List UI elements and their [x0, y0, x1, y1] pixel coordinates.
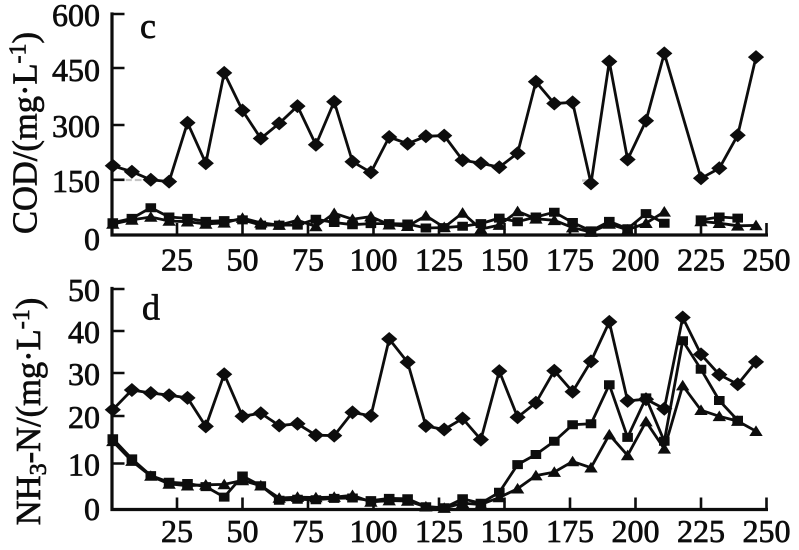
svg-text:COD/(mg·L-1): COD/(mg·L-1)	[6, 32, 45, 234]
svg-text:25: 25	[161, 513, 193, 549]
svg-text:c: c	[140, 6, 156, 46]
svg-text:300: 300	[52, 108, 100, 144]
svg-text:450: 450	[52, 52, 100, 88]
svg-text:150: 150	[481, 242, 529, 278]
svg-text:75: 75	[292, 513, 324, 549]
svg-text:100: 100	[350, 513, 398, 549]
svg-text:200: 200	[612, 242, 660, 278]
svg-text:40: 40	[68, 314, 100, 350]
svg-text:0: 0	[84, 221, 100, 257]
svg-text:0: 0	[84, 491, 100, 527]
svg-text:225: 225	[677, 513, 725, 549]
svg-text:25: 25	[161, 242, 193, 278]
svg-text:50: 50	[68, 272, 100, 308]
svg-text:100: 100	[350, 242, 398, 278]
svg-text:75: 75	[292, 242, 324, 278]
svg-text:225: 225	[677, 242, 725, 278]
svg-text:175: 175	[546, 513, 594, 549]
svg-text:30: 30	[68, 356, 100, 392]
svg-text:NH3-N/(mg·L-1): NH3-N/(mg·L-1)	[9, 298, 52, 525]
svg-text:250: 250	[743, 242, 791, 278]
svg-text:150: 150	[52, 163, 100, 199]
svg-text:600: 600	[52, 0, 100, 33]
svg-text:175: 175	[546, 242, 594, 278]
svg-text:20: 20	[68, 399, 100, 435]
svg-text:d: d	[142, 288, 160, 328]
svg-text:200: 200	[612, 513, 660, 549]
svg-text:125: 125	[415, 242, 463, 278]
svg-text:10: 10	[68, 447, 100, 483]
svg-text:50: 50	[227, 513, 259, 549]
svg-text:125: 125	[415, 513, 463, 549]
svg-text:150: 150	[481, 513, 529, 549]
svg-text:250: 250	[743, 513, 791, 549]
svg-text:50: 50	[227, 242, 259, 278]
